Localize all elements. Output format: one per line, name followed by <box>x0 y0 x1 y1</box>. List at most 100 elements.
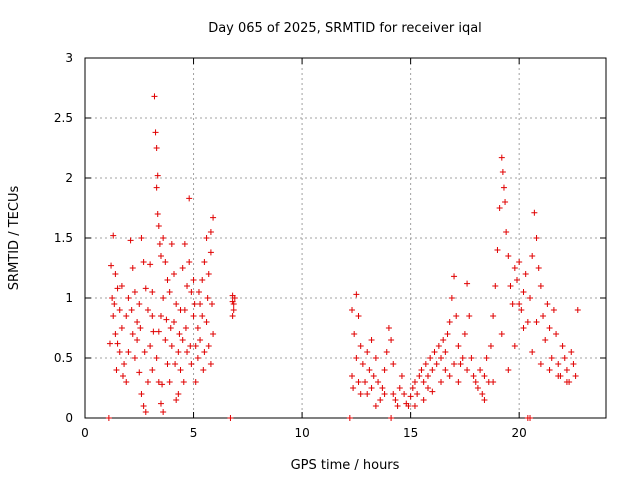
data-point <box>353 355 360 361</box>
data-point <box>494 247 501 253</box>
data-point <box>119 373 126 379</box>
data-point <box>184 349 191 355</box>
data-point <box>366 367 373 373</box>
data-point <box>157 253 164 259</box>
data-point <box>451 273 458 280</box>
data-point <box>418 367 425 373</box>
data-point <box>561 355 568 361</box>
data-point <box>168 343 175 349</box>
data-point <box>162 337 169 343</box>
data-point <box>346 415 353 421</box>
data-point <box>529 349 536 355</box>
data-point <box>123 313 130 319</box>
data-point <box>190 277 197 283</box>
data-point <box>227 415 234 421</box>
data-point <box>427 355 434 361</box>
data-point <box>138 235 145 241</box>
data-point <box>477 367 484 373</box>
data-point <box>511 265 518 271</box>
data-point <box>574 307 581 313</box>
data-point <box>381 367 388 373</box>
data-point <box>129 265 136 271</box>
data-point <box>464 280 471 287</box>
data-point <box>481 397 488 403</box>
data-point <box>128 307 135 313</box>
data-point <box>544 301 551 307</box>
data-point <box>420 397 427 403</box>
data-point <box>377 397 384 403</box>
data-point <box>351 331 358 337</box>
data-point <box>201 349 208 355</box>
data-point <box>199 313 206 319</box>
data-point <box>442 367 449 373</box>
y-axis-label: SRMTID / TECUs <box>7 186 22 291</box>
data-point <box>118 325 125 331</box>
data-point <box>563 379 570 385</box>
data-point <box>197 301 204 307</box>
y-tick-label: 2.5 <box>54 111 73 125</box>
data-point <box>390 391 397 397</box>
data-point <box>496 205 503 211</box>
data-point <box>205 343 212 349</box>
data-point <box>134 337 141 343</box>
data-point <box>357 343 364 349</box>
data-point <box>429 388 436 395</box>
data-point <box>474 385 481 391</box>
data-point <box>112 271 119 277</box>
data-point <box>487 343 494 349</box>
data-point <box>105 415 112 421</box>
y-tick-label: 1.5 <box>54 231 73 245</box>
data-point <box>364 391 371 397</box>
data-point <box>540 313 547 319</box>
data-point <box>153 355 160 361</box>
data-point <box>121 361 128 367</box>
data-point <box>153 184 160 191</box>
data-point <box>186 259 193 265</box>
data-point <box>162 259 169 265</box>
y-tick-label: 0 <box>65 411 73 425</box>
tick-labels: 0 5 10 15 20 0 0.5 1 1.5 2 2.5 3 <box>54 51 527 440</box>
data-point <box>440 337 447 343</box>
axis-ticks <box>84 57 606 419</box>
data-point <box>355 313 362 319</box>
data-point <box>355 379 362 385</box>
data-point <box>533 319 540 325</box>
data-point <box>431 349 438 355</box>
data-point <box>359 361 366 367</box>
data-point <box>210 214 217 221</box>
data-point <box>149 289 156 295</box>
data-point <box>357 391 364 397</box>
data-point <box>424 385 431 391</box>
data-point <box>155 328 162 335</box>
data-point <box>396 385 403 391</box>
data-point <box>438 355 445 361</box>
data-point <box>173 301 180 307</box>
data-point <box>516 301 523 307</box>
data-point <box>173 397 180 403</box>
data-point <box>511 343 518 349</box>
data-point <box>420 379 427 385</box>
data-point <box>353 291 360 298</box>
data-point <box>527 415 534 421</box>
data-point <box>230 301 237 307</box>
data-point <box>134 319 141 325</box>
grid-lines <box>85 58 606 418</box>
data-point <box>527 295 534 301</box>
data-point <box>204 295 211 301</box>
data-point <box>179 265 186 271</box>
y-tick-label: 3 <box>65 51 73 65</box>
data-point <box>435 343 442 349</box>
data-point <box>461 331 468 337</box>
data-point <box>383 349 390 355</box>
data-point <box>516 259 523 265</box>
data-point <box>152 129 159 136</box>
data-point <box>125 295 132 301</box>
data-point <box>388 337 395 343</box>
data-point <box>350 385 357 391</box>
data-point <box>424 373 431 379</box>
y-tick-label: 2 <box>65 171 73 185</box>
data-point <box>446 373 453 379</box>
data-point <box>179 337 186 343</box>
data-point <box>140 403 147 409</box>
data-point <box>524 319 531 325</box>
